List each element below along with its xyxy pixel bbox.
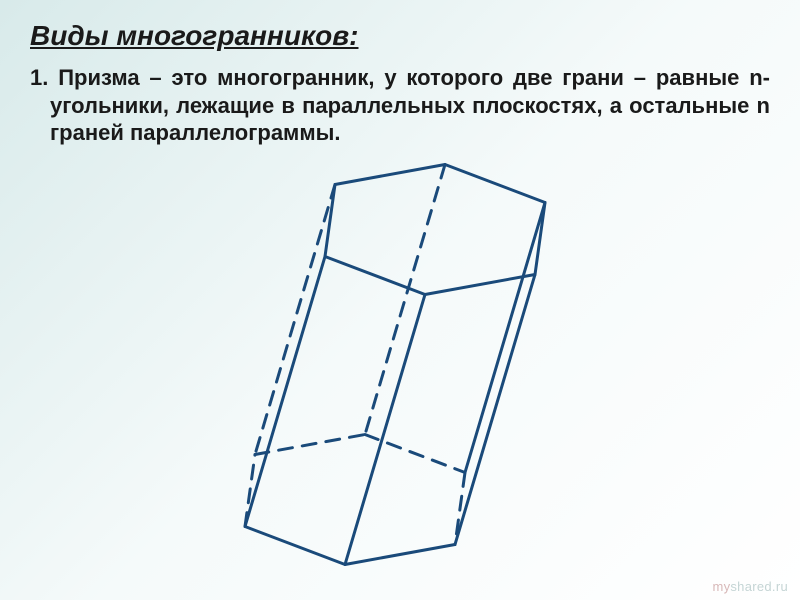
prism-diagram (205, 125, 595, 600)
watermark: myshared.ru (712, 579, 788, 594)
page-title: Виды многогранников: (30, 20, 770, 52)
watermark-prefix: my (712, 579, 730, 594)
watermark-suffix: shared.ru (730, 579, 788, 594)
